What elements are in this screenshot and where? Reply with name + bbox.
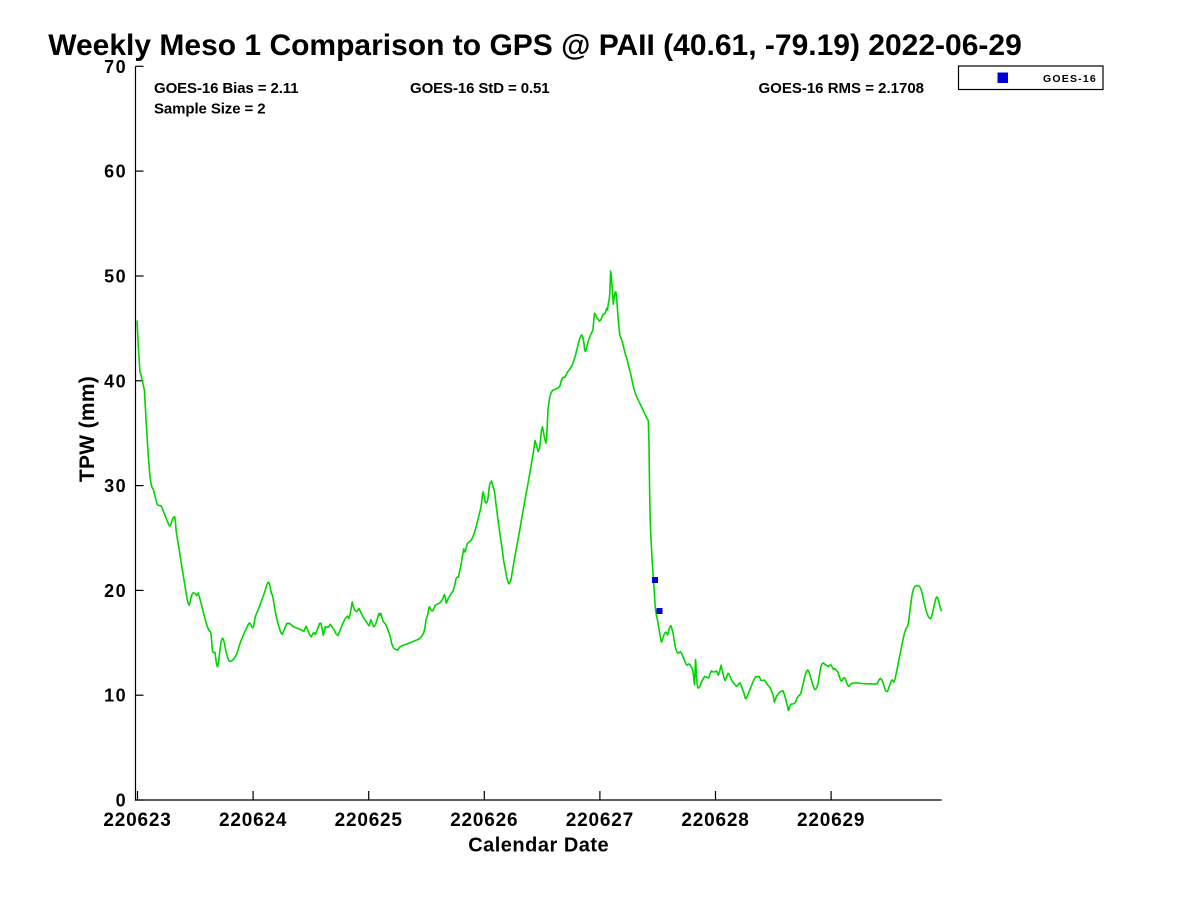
svg-text:GOES-16 StD = 0.51: GOES-16 StD = 0.51 bbox=[410, 80, 550, 97]
svg-text:220624: 220624 bbox=[219, 810, 287, 831]
svg-text:Calendar Date: Calendar Date bbox=[468, 835, 609, 857]
svg-text:40: 40 bbox=[104, 371, 127, 391]
svg-text:0: 0 bbox=[116, 791, 127, 811]
svg-text:Weekly Meso 1 Comparison to GP: Weekly Meso 1 Comparison to GPS @ PAII (… bbox=[48, 29, 1022, 62]
svg-text:Sample Size = 2: Sample Size = 2 bbox=[154, 101, 265, 118]
svg-text:220627: 220627 bbox=[566, 810, 634, 831]
svg-text:30: 30 bbox=[104, 476, 127, 496]
svg-text:220623: 220623 bbox=[103, 810, 171, 831]
svg-text:GOES-16 RMS = 2.1708: GOES-16 RMS = 2.1708 bbox=[759, 80, 925, 97]
svg-text:50: 50 bbox=[104, 267, 127, 287]
svg-text:TPW (mm): TPW (mm) bbox=[76, 376, 99, 482]
svg-text:60: 60 bbox=[104, 162, 127, 182]
svg-text:70: 70 bbox=[104, 57, 127, 77]
svg-text:220629: 220629 bbox=[797, 810, 865, 831]
svg-text:220628: 220628 bbox=[681, 810, 749, 831]
svg-text:220625: 220625 bbox=[335, 810, 403, 831]
svg-text:10: 10 bbox=[104, 686, 127, 706]
svg-text:220626: 220626 bbox=[450, 810, 518, 831]
svg-text:20: 20 bbox=[104, 581, 127, 601]
svg-text:GOES-16 Bias = 2.11: GOES-16 Bias = 2.11 bbox=[154, 80, 298, 97]
svg-text:GOES-16: GOES-16 bbox=[1043, 73, 1097, 85]
